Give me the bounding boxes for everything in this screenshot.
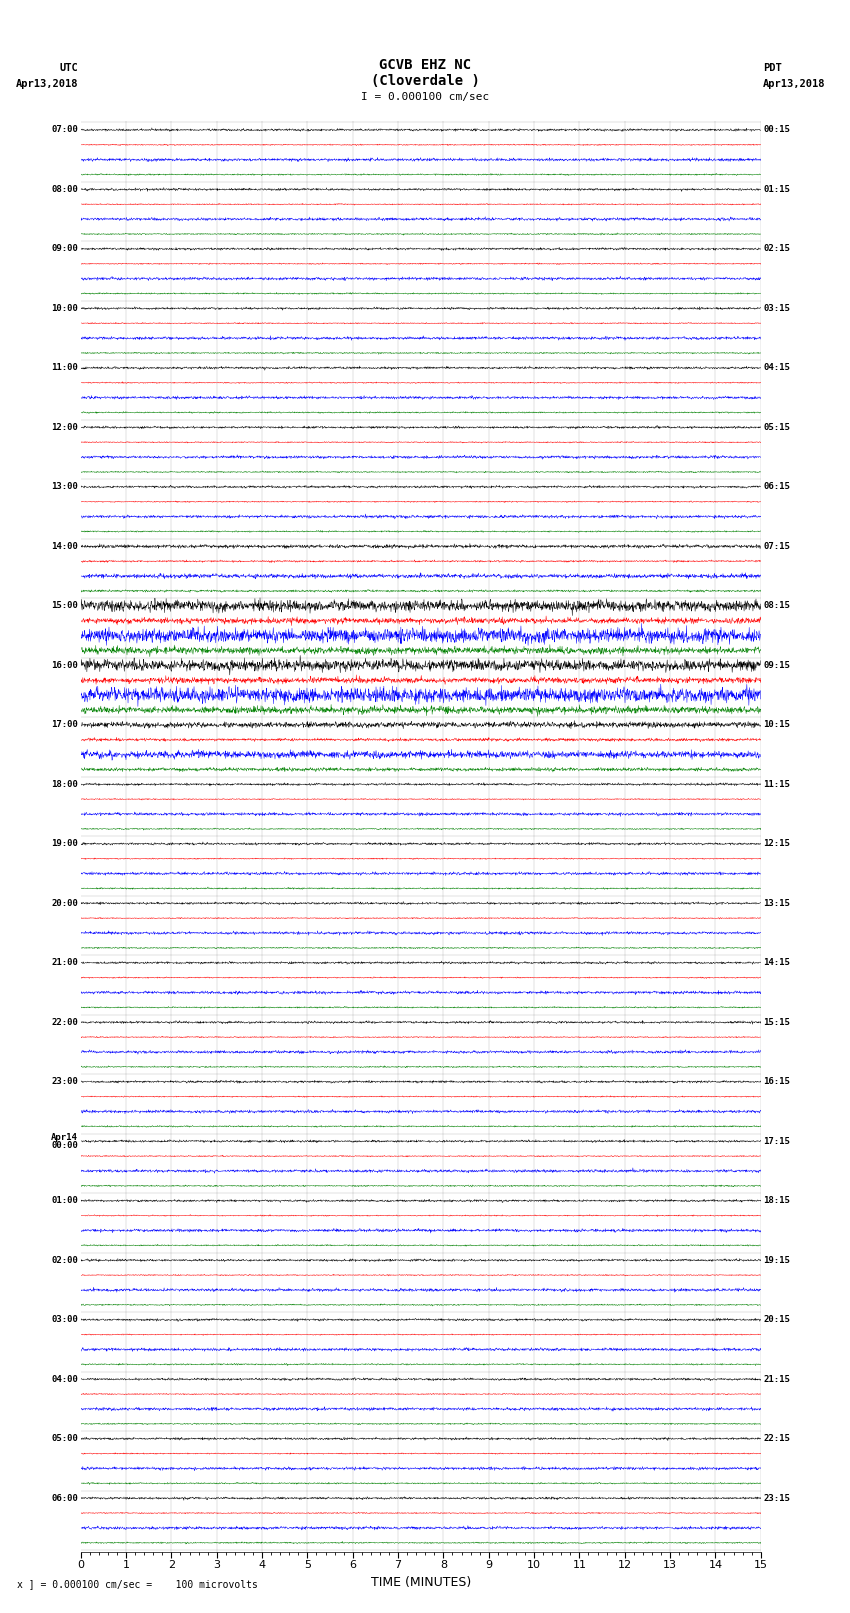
Text: PDT: PDT <box>763 63 782 73</box>
Text: 11:15: 11:15 <box>763 779 791 789</box>
Text: (Cloverdale ): (Cloverdale ) <box>371 74 479 87</box>
Text: 08:15: 08:15 <box>763 602 791 610</box>
Text: Apr13,2018: Apr13,2018 <box>763 79 826 89</box>
Text: 02:00: 02:00 <box>51 1255 78 1265</box>
Text: 18:15: 18:15 <box>763 1197 791 1205</box>
Text: 20:15: 20:15 <box>763 1315 791 1324</box>
Text: 06:00: 06:00 <box>51 1494 78 1503</box>
Text: 07:00: 07:00 <box>51 126 78 134</box>
Text: 05:00: 05:00 <box>51 1434 78 1444</box>
Text: 01:15: 01:15 <box>763 185 791 194</box>
Text: 17:00: 17:00 <box>51 721 78 729</box>
Text: Apr13,2018: Apr13,2018 <box>15 79 78 89</box>
Text: 23:00: 23:00 <box>51 1077 78 1086</box>
Text: 00:15: 00:15 <box>763 126 791 134</box>
Text: I = 0.000100 cm/sec: I = 0.000100 cm/sec <box>361 92 489 102</box>
Text: 16:00: 16:00 <box>51 661 78 669</box>
Text: 18:00: 18:00 <box>51 779 78 789</box>
Text: 12:00: 12:00 <box>51 423 78 432</box>
Text: 14:15: 14:15 <box>763 958 791 968</box>
Text: 07:15: 07:15 <box>763 542 791 550</box>
Text: GCVB EHZ NC: GCVB EHZ NC <box>379 58 471 71</box>
X-axis label: TIME (MINUTES): TIME (MINUTES) <box>371 1576 471 1589</box>
Text: 04:00: 04:00 <box>51 1374 78 1384</box>
Text: 21:00: 21:00 <box>51 958 78 968</box>
Text: 15:15: 15:15 <box>763 1018 791 1027</box>
Text: 12:15: 12:15 <box>763 839 791 848</box>
Text: 16:15: 16:15 <box>763 1077 791 1086</box>
Text: Apr14
00:00: Apr14 00:00 <box>51 1132 78 1150</box>
Text: 21:15: 21:15 <box>763 1374 791 1384</box>
Text: 15:00: 15:00 <box>51 602 78 610</box>
Text: 02:15: 02:15 <box>763 245 791 253</box>
Text: 11:00: 11:00 <box>51 363 78 373</box>
Text: 22:00: 22:00 <box>51 1018 78 1027</box>
Text: 01:00: 01:00 <box>51 1197 78 1205</box>
Text: UTC: UTC <box>60 63 78 73</box>
Text: 06:15: 06:15 <box>763 482 791 492</box>
Text: 19:00: 19:00 <box>51 839 78 848</box>
Text: 10:00: 10:00 <box>51 303 78 313</box>
Text: 10:15: 10:15 <box>763 721 791 729</box>
Text: 13:15: 13:15 <box>763 898 791 908</box>
Text: 05:15: 05:15 <box>763 423 791 432</box>
Text: x ] = 0.000100 cm/sec =    100 microvolts: x ] = 0.000100 cm/sec = 100 microvolts <box>17 1579 258 1589</box>
Text: 08:00: 08:00 <box>51 185 78 194</box>
Text: 04:15: 04:15 <box>763 363 791 373</box>
Text: 23:15: 23:15 <box>763 1494 791 1503</box>
Text: 17:15: 17:15 <box>763 1137 791 1145</box>
Text: 14:00: 14:00 <box>51 542 78 550</box>
Text: 09:00: 09:00 <box>51 245 78 253</box>
Text: 20:00: 20:00 <box>51 898 78 908</box>
Text: 19:15: 19:15 <box>763 1255 791 1265</box>
Text: 13:00: 13:00 <box>51 482 78 492</box>
Text: 03:15: 03:15 <box>763 303 791 313</box>
Text: 22:15: 22:15 <box>763 1434 791 1444</box>
Text: 03:00: 03:00 <box>51 1315 78 1324</box>
Text: 09:15: 09:15 <box>763 661 791 669</box>
